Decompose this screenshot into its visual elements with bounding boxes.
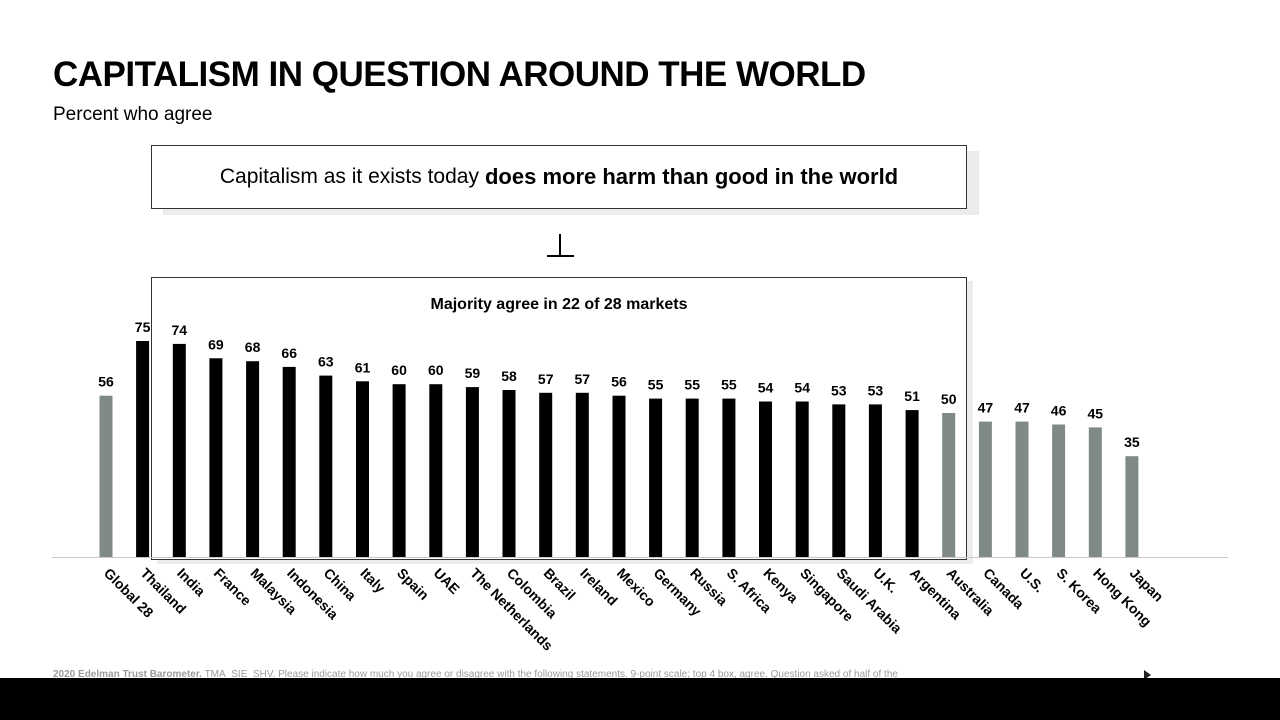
data-label: 47 (1014, 400, 1030, 416)
bar (685, 398, 699, 557)
footnote: 2020 Edelman Trust Barometer. TMA_SIE_SH… (53, 669, 898, 678)
category-label: Ireland (577, 565, 621, 609)
data-label: 69 (208, 336, 224, 352)
bar (868, 404, 882, 557)
data-label: 63 (318, 354, 334, 370)
bar (539, 392, 553, 557)
bar (1015, 421, 1029, 557)
bar (612, 395, 626, 557)
data-label: 57 (575, 371, 591, 387)
data-label: 35 (1124, 434, 1140, 450)
data-label: 60 (428, 362, 444, 378)
data-label: 74 (172, 322, 188, 338)
data-label: 53 (831, 382, 847, 398)
bar (832, 404, 846, 557)
bar (978, 421, 992, 557)
data-label: 55 (684, 377, 700, 393)
data-label: 51 (904, 388, 920, 404)
majority-label: Majority agree in 22 of 28 markets (430, 296, 688, 313)
bar (246, 361, 260, 557)
bar (465, 387, 479, 557)
bar (759, 401, 772, 557)
bar (1088, 427, 1102, 557)
statement-normal-text: Capitalism as it exists today (219, 165, 479, 188)
data-label: 55 (648, 377, 664, 393)
bar (575, 392, 589, 557)
bar (209, 358, 223, 557)
slide: CAPITALISM IN QUESTION AROUND THE WORLD … (52, 55, 1228, 678)
data-label: 60 (391, 362, 407, 378)
bar (722, 398, 736, 557)
category-label: Mexico (614, 565, 659, 610)
data-label: 58 (501, 368, 517, 384)
data-label: 68 (245, 339, 261, 355)
data-label: 46 (1051, 403, 1067, 419)
bar (356, 381, 369, 557)
bar (172, 343, 186, 557)
data-label: 45 (1088, 405, 1104, 421)
footnote-source: 2020 Edelman Trust Barometer. (53, 669, 202, 678)
data-label: 56 (611, 374, 627, 390)
bar (1125, 456, 1139, 557)
data-label: 50 (941, 391, 957, 407)
bar (649, 398, 663, 557)
bar (1052, 424, 1066, 557)
bar (136, 341, 150, 557)
statement-bold-text: does more harm than good in the world (484, 164, 899, 189)
bar (99, 395, 113, 557)
data-label: 54 (794, 380, 810, 396)
bar (429, 384, 443, 557)
category-label: U.S. (1017, 565, 1048, 596)
bar (942, 413, 956, 557)
page-title: CAPITALISM IN QUESTION AROUND THE WORLD (53, 55, 866, 94)
connector-icon (547, 234, 574, 257)
data-label: 53 (868, 382, 884, 398)
data-label: 55 (721, 377, 737, 393)
category-label: UAE (431, 565, 463, 597)
data-label: 59 (465, 365, 481, 381)
majority-box: Majority agree in 22 of 28 markets (151, 277, 967, 560)
data-label: 75 (135, 319, 151, 335)
data-label: 54 (758, 380, 774, 396)
data-label: 66 (281, 345, 297, 361)
bar (905, 410, 919, 557)
category-label: Italy (357, 565, 388, 596)
data-label: 47 (978, 400, 994, 416)
data-label: 56 (98, 374, 114, 390)
bar (282, 366, 296, 557)
bar (502, 390, 516, 557)
bar (795, 401, 809, 557)
bar (319, 375, 333, 557)
category-label: Spain (394, 565, 432, 603)
bar (392, 384, 406, 557)
page-subtitle: Percent who agree (53, 104, 213, 125)
bottom-bar (0, 678, 1280, 720)
statement-box: Capitalism as it exists today does more … (151, 145, 967, 209)
data-label: 61 (355, 359, 371, 375)
category-label: U.K. (870, 565, 901, 596)
next-slide-icon[interactable] (1144, 670, 1151, 678)
data-label: 57 (538, 371, 554, 387)
category-label: France (211, 565, 255, 609)
footnote-text: TMA_SIE_SHV. Please indicate how much yo… (204, 669, 898, 678)
